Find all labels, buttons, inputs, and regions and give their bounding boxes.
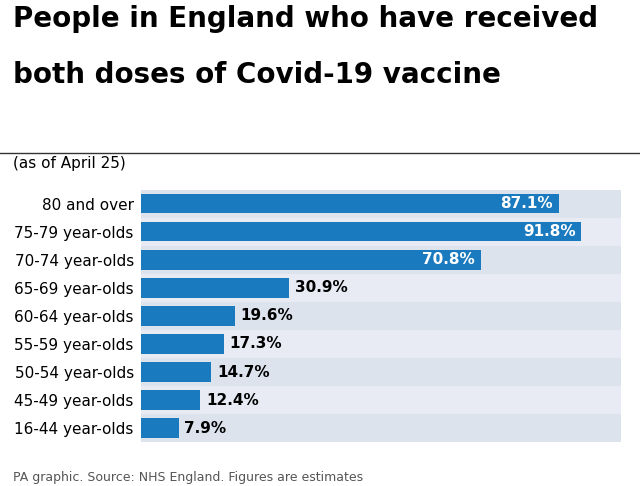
Text: 30.9%: 30.9% — [295, 280, 348, 295]
Bar — [141, 330, 621, 358]
Text: 7.9%: 7.9% — [184, 421, 227, 436]
Bar — [141, 246, 621, 274]
Text: 19.6%: 19.6% — [241, 309, 293, 323]
Bar — [141, 390, 200, 410]
Bar — [141, 190, 621, 218]
Text: both doses of Covid-19 vaccine: both doses of Covid-19 vaccine — [13, 61, 500, 89]
Text: 12.4%: 12.4% — [206, 393, 259, 408]
Text: 14.7%: 14.7% — [217, 364, 269, 380]
Text: People in England who have received: People in England who have received — [13, 5, 598, 33]
Text: 17.3%: 17.3% — [230, 336, 282, 351]
Bar — [141, 306, 235, 326]
Bar — [141, 194, 559, 213]
Bar — [141, 334, 224, 354]
Text: 87.1%: 87.1% — [500, 196, 553, 211]
Bar — [141, 274, 621, 302]
Bar — [141, 218, 621, 246]
Text: 91.8%: 91.8% — [523, 224, 576, 239]
Bar — [141, 362, 211, 382]
Bar — [141, 250, 481, 270]
Bar — [141, 358, 621, 386]
Bar — [141, 302, 621, 330]
Bar — [141, 222, 582, 242]
Text: 70.8%: 70.8% — [422, 252, 475, 267]
Bar — [141, 418, 179, 438]
Text: PA graphic. Source: NHS England. Figures are estimates: PA graphic. Source: NHS England. Figures… — [13, 470, 363, 484]
Text: (as of April 25): (as of April 25) — [13, 156, 125, 171]
Bar — [141, 278, 289, 297]
Bar — [141, 414, 621, 442]
Bar — [141, 386, 621, 414]
